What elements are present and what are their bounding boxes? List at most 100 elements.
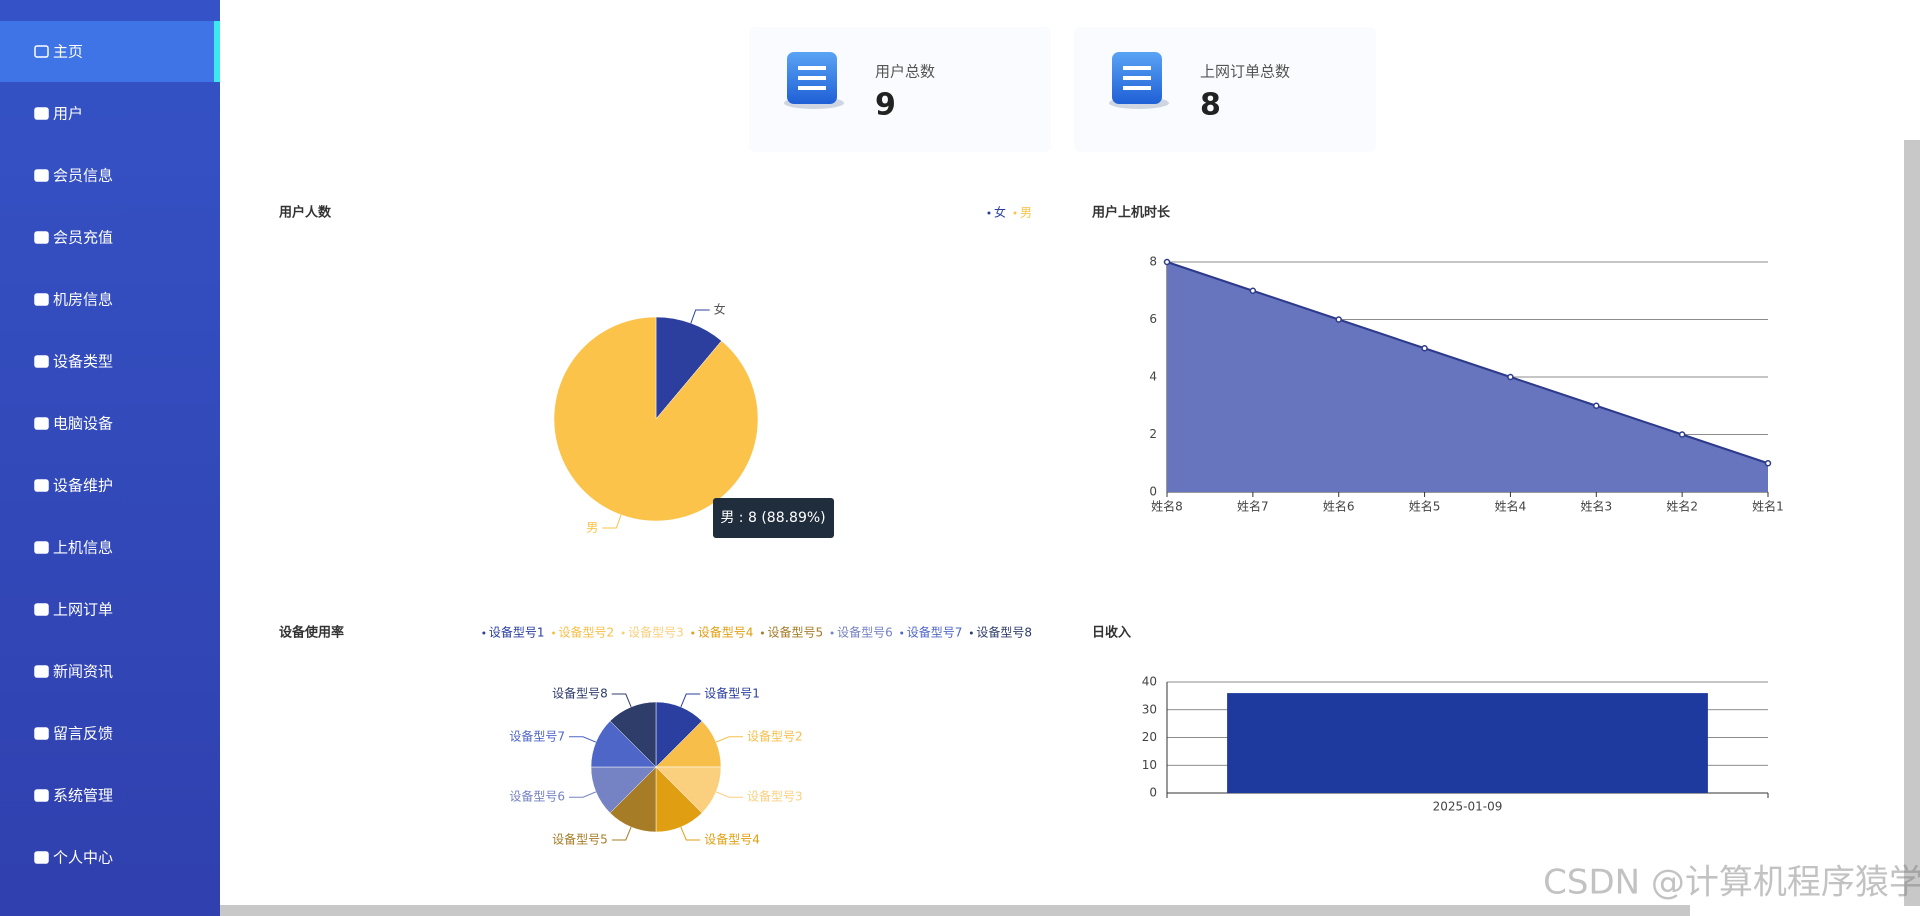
label-line (569, 736, 597, 743)
label-line (715, 736, 743, 743)
label-line (690, 309, 710, 324)
chart-title: 用户上机时长 (1091, 205, 1171, 221)
menu-icon (34, 293, 49, 306)
legend-marker (900, 631, 904, 635)
menu-item[interactable]: 设备维护 (53, 477, 113, 495)
menu-item[interactable]: 设备类型 (53, 353, 113, 371)
menu-icon (34, 169, 49, 182)
legend-marker (691, 631, 695, 635)
legend-marker (969, 631, 973, 635)
legend-label: 男 (1020, 206, 1032, 220)
label-line (680, 826, 701, 841)
legend-marker (987, 211, 991, 215)
slice-label: 设备型号7 (509, 729, 565, 743)
label-line (569, 791, 597, 798)
label-line (611, 693, 632, 708)
point (1678, 431, 1686, 438)
point (1421, 345, 1428, 352)
menu-item[interactable]: 会员充值 (53, 229, 113, 247)
slice-label: 设备型号2 (747, 729, 803, 743)
stat-value: 9 (875, 88, 896, 123)
point (1507, 373, 1514, 381)
legend-marker (830, 631, 834, 635)
menu-icon (34, 355, 49, 368)
line (1166, 261, 1769, 465)
menu-icon (34, 479, 49, 492)
menu-item[interactable]: 系统管理 (53, 787, 113, 805)
menu-icon (34, 789, 49, 802)
pie-slice (655, 316, 722, 420)
menu-item[interactable]: 机房信息 (53, 291, 113, 309)
stat-icon-line (798, 76, 826, 80)
slice-label: 设备型号4 (704, 832, 760, 846)
stat-icon-line (1123, 66, 1151, 70)
legend-label: 设备型号5 (767, 626, 823, 640)
x-tick-label: 姓名3 (1580, 499, 1612, 514)
y-tick-label: 40 (1142, 675, 1157, 689)
menu-item[interactable]: 上网订单 (53, 601, 113, 619)
chart-title: 用户人数 (278, 205, 332, 221)
label-line (680, 693, 701, 708)
label-line (611, 826, 632, 841)
menu-item[interactable]: 留言反馈 (53, 725, 113, 743)
menu-icon (34, 541, 49, 554)
pie-slice (553, 316, 759, 522)
legend-label: 设备型号4 (698, 626, 754, 640)
scrollbar-horizontal[interactable] (220, 905, 1690, 916)
chart-title: 日收入 (1092, 625, 1131, 641)
legend-marker (482, 631, 486, 635)
legend-label: 设备型号1 (489, 626, 545, 640)
point (1764, 460, 1772, 467)
x-tick-label: 姓名7 (1237, 499, 1269, 514)
x-tick-label: 2025-01-09 (1433, 800, 1503, 814)
y-tick-label: 8 (1149, 255, 1157, 269)
menu-item[interactable]: 上机信息 (53, 539, 113, 557)
menu-icon (34, 231, 49, 244)
tooltip: 男 : 8 (88.89%) (720, 510, 825, 526)
y-tick-label: 0 (1149, 786, 1157, 800)
menu-icon (34, 45, 49, 58)
tooltip-box (713, 498, 834, 538)
label-line (715, 791, 743, 798)
chart-title: 设备使用率 (279, 625, 344, 641)
x-tick-label: 姓名6 (1323, 499, 1355, 514)
y-tick-label: 30 (1142, 702, 1157, 716)
legend-label: 设备型号6 (837, 626, 893, 640)
legend-marker (552, 631, 556, 635)
legend-marker (1013, 211, 1017, 215)
menu-item[interactable]: 新闻资讯 (53, 663, 113, 681)
stat-icon-line (1123, 86, 1151, 90)
menu-active-marker (214, 21, 220, 82)
y-tick-label: 6 (1149, 312, 1157, 326)
slice-label: 设备型号8 (552, 687, 608, 701)
area (1167, 262, 1768, 492)
menu-item[interactable]: 用户 (53, 105, 83, 123)
slice-label: 设备型号1 (704, 687, 760, 701)
watermark: CSDN @计算机程序猿学长 (1543, 863, 1920, 903)
point (1335, 316, 1342, 323)
menu-item[interactable]: 个人中心 (53, 849, 113, 867)
legend-label: 设备型号3 (628, 626, 684, 640)
stat-label: 用户总数 (875, 63, 935, 81)
menu-item[interactable]: 主页 (53, 43, 83, 61)
point (1163, 258, 1171, 266)
menu-icon (34, 417, 49, 430)
legend-marker (760, 631, 764, 635)
y-tick-label: 0 (1149, 485, 1157, 499)
scrollbar-vertical[interactable] (1904, 140, 1920, 906)
legend-label: 设备型号7 (907, 626, 963, 640)
point (1249, 287, 1257, 294)
menu-item-active (0, 21, 214, 82)
x-tick-label: 姓名4 (1495, 499, 1527, 514)
stat-icon-line (798, 86, 826, 90)
legend-label: 设备型号2 (559, 626, 615, 640)
y-tick-label: 20 (1142, 730, 1157, 744)
label-line (602, 514, 622, 529)
menu-item[interactable]: 电脑设备 (53, 415, 113, 433)
x-tick-label: 姓名1 (1752, 499, 1784, 514)
y-tick-label: 4 (1149, 370, 1157, 384)
menu-icon (34, 107, 49, 120)
menu-icon (34, 851, 49, 864)
menu-item[interactable]: 会员信息 (53, 167, 113, 185)
